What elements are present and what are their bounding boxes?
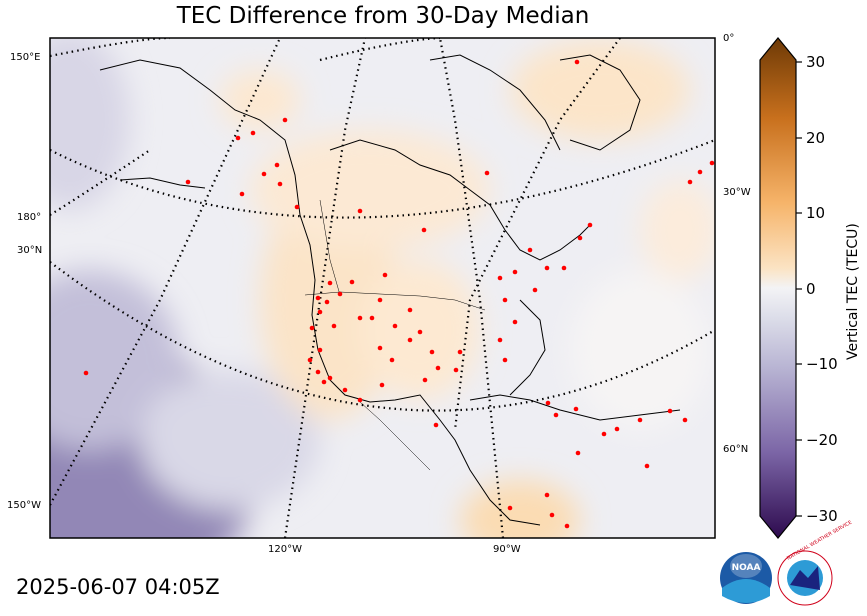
colorbar-tick-neg20: −20 [806, 431, 838, 449]
graticule [50, 38, 715, 538]
station-markers [83, 59, 715, 529]
label-150e: 150°E [10, 52, 40, 63]
colorbar-tick-neg10: −10 [806, 355, 838, 373]
label-60n: 60°N [723, 444, 748, 455]
coastlines [99, 54, 681, 526]
colorbar-tick-0: 0 [806, 280, 816, 298]
chart-title: TEC Difference from 30-Day Median [176, 3, 590, 29]
label-120w: 120°W [268, 544, 302, 555]
label-180: 180° [17, 212, 41, 223]
noaa-logo: NOAA [720, 552, 772, 604]
colorbar: 30 20 10 0 −10 −20 −30 Vertical TEC (TEC… [759, 37, 861, 539]
tec-field [50, 38, 715, 538]
map-frame [49, 37, 716, 539]
svg-text:NOAA: NOAA [732, 563, 761, 573]
borders [304, 199, 486, 471]
colorbar-tick-neg30: −30 [806, 507, 838, 525]
nws-logo: NATIONAL WEATHER SERVICE [777, 520, 853, 606]
label-30n: 30°N [17, 245, 42, 256]
colorbar-label: Vertical TEC (TECU) [845, 223, 861, 360]
timestamp: 2025-06-07 04:05Z [16, 575, 220, 599]
colorbar-tick-10: 10 [806, 204, 825, 222]
label-0: 0° [723, 33, 734, 44]
label-90w: 90°W [493, 544, 521, 555]
label-150w: 150°W [7, 500, 41, 511]
label-30w: 30°W [723, 187, 751, 198]
colorbar-tick-20: 20 [806, 129, 825, 147]
colorbar-tick-30: 30 [806, 53, 825, 71]
